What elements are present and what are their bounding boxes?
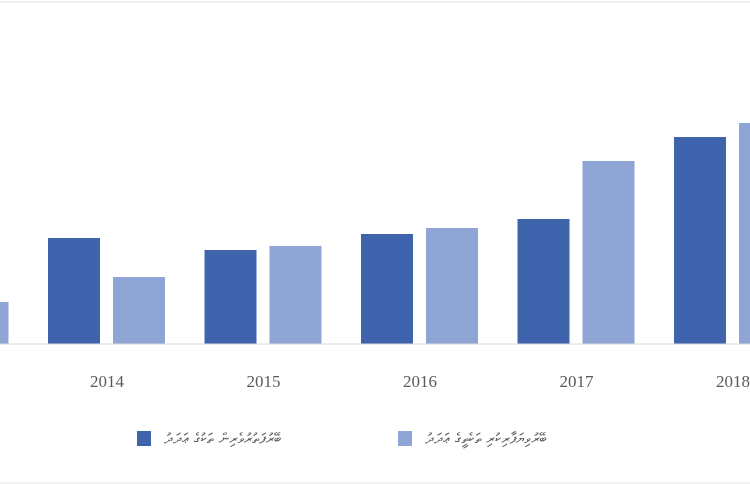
x-tick-label: 2018 (716, 372, 750, 391)
bar (48, 238, 100, 344)
x-tick-label: 2015 (247, 372, 281, 391)
x-tick-label: 2016 (403, 372, 437, 391)
x-tick-label: 2014 (90, 372, 125, 391)
bar (426, 228, 478, 344)
bar (739, 123, 750, 344)
bar (674, 137, 726, 344)
bar (204, 250, 257, 344)
bar (113, 277, 165, 344)
legend-label: ބޭރުވިޔަފާރިކުރި ތަކެތީގެ ޢަދަދު (425, 430, 547, 448)
x-tick-label: 2017 (560, 372, 595, 391)
legend-label: ބޭރުފަތުރުވެރިން ތަކުގެ ޢަދަދު (164, 430, 281, 448)
bar (361, 234, 413, 344)
bar (517, 219, 570, 344)
bar (0, 302, 9, 344)
legend-swatch (137, 431, 151, 446)
bar (582, 161, 635, 344)
legend-swatch (398, 431, 412, 446)
bar (269, 246, 322, 344)
